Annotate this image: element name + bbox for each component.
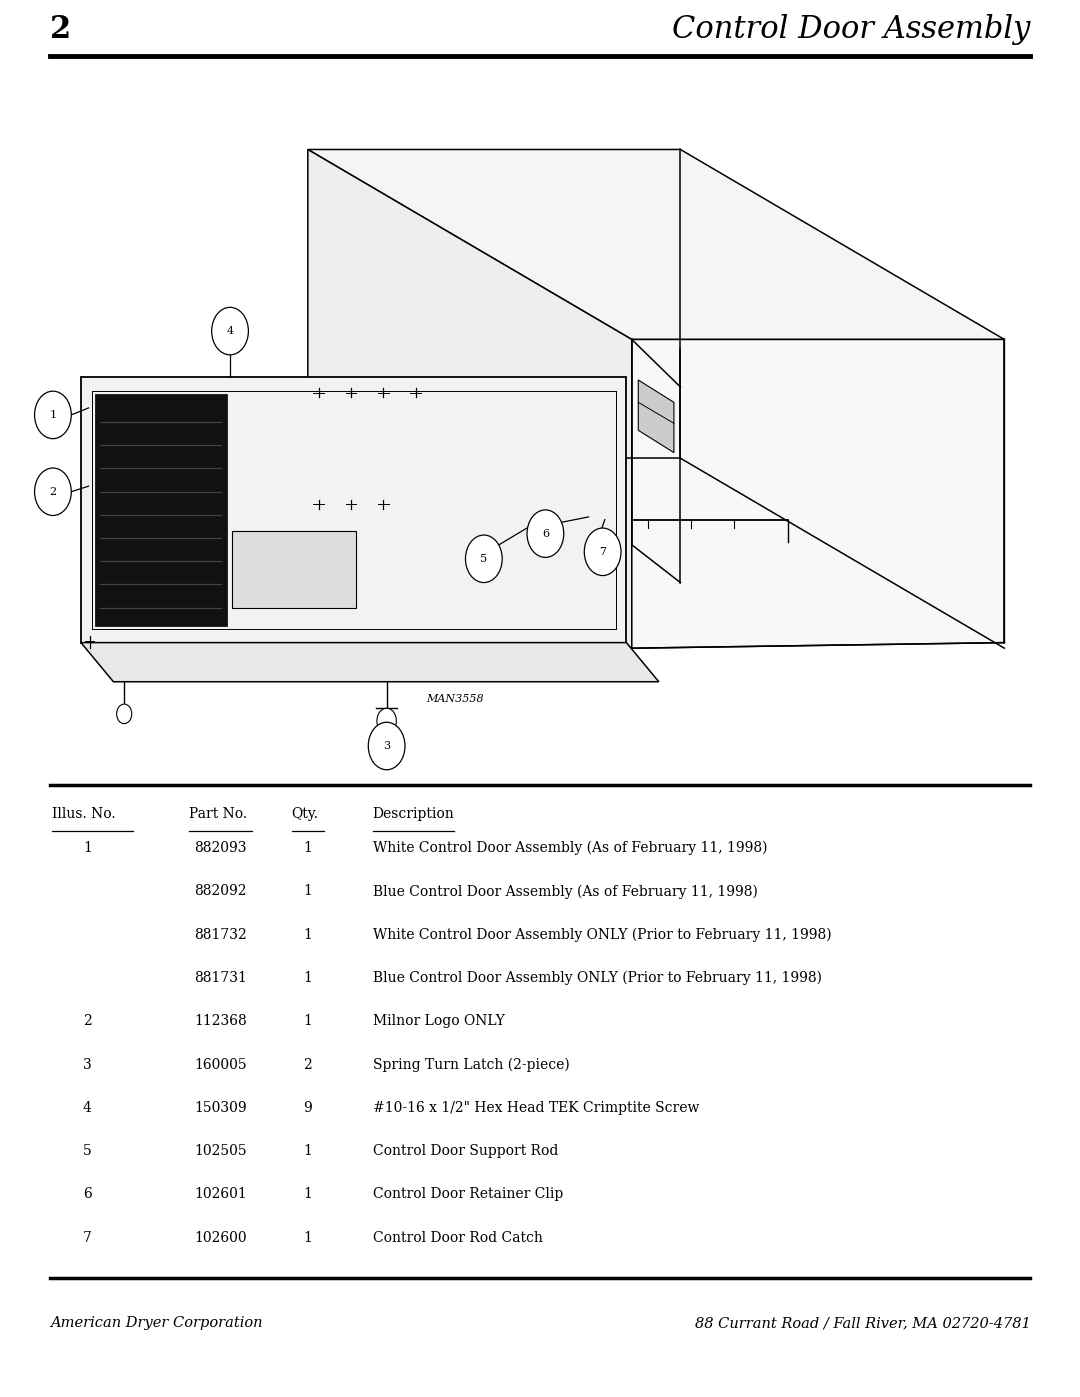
Text: 1: 1 xyxy=(303,884,312,898)
Text: 112368: 112368 xyxy=(194,1014,247,1028)
Text: 882092: 882092 xyxy=(194,884,247,898)
Polygon shape xyxy=(632,339,1004,648)
Polygon shape xyxy=(308,149,1004,339)
Text: American Dryer Corporation: American Dryer Corporation xyxy=(50,1316,262,1330)
Text: 7: 7 xyxy=(83,1231,92,1245)
Text: 4: 4 xyxy=(227,326,233,337)
Text: 6: 6 xyxy=(542,528,549,539)
Text: Description: Description xyxy=(373,807,455,821)
Text: 1: 1 xyxy=(50,409,56,420)
Circle shape xyxy=(377,708,396,733)
Text: 102600: 102600 xyxy=(194,1231,247,1245)
Text: 5: 5 xyxy=(481,553,487,564)
Text: 7: 7 xyxy=(599,546,606,557)
Text: 6: 6 xyxy=(83,1187,92,1201)
Text: 3: 3 xyxy=(83,1058,92,1071)
Text: 102601: 102601 xyxy=(194,1187,247,1201)
Polygon shape xyxy=(232,531,356,608)
Text: 5: 5 xyxy=(83,1144,92,1158)
Text: 2: 2 xyxy=(50,486,56,497)
Text: 1: 1 xyxy=(83,841,92,855)
Text: 3: 3 xyxy=(383,740,390,752)
Circle shape xyxy=(527,510,564,557)
Text: Qty.: Qty. xyxy=(292,807,319,821)
Text: 881731: 881731 xyxy=(194,971,247,985)
Text: Blue Control Door Assembly (As of February 11, 1998): Blue Control Door Assembly (As of Februa… xyxy=(373,884,757,898)
Text: 1: 1 xyxy=(303,1014,312,1028)
Text: 160005: 160005 xyxy=(194,1058,247,1071)
Text: 2: 2 xyxy=(303,1058,312,1071)
Text: 150309: 150309 xyxy=(194,1101,247,1115)
Polygon shape xyxy=(308,149,632,648)
Circle shape xyxy=(35,468,71,515)
Text: 2: 2 xyxy=(83,1014,92,1028)
Text: 1: 1 xyxy=(303,841,312,855)
Text: 881732: 881732 xyxy=(194,928,247,942)
Polygon shape xyxy=(81,643,659,682)
Circle shape xyxy=(117,704,132,724)
Polygon shape xyxy=(638,380,674,453)
Text: 4: 4 xyxy=(83,1101,92,1115)
Polygon shape xyxy=(81,377,626,643)
Text: Spring Turn Latch (2-piece): Spring Turn Latch (2-piece) xyxy=(373,1058,569,1071)
Polygon shape xyxy=(95,394,227,626)
Text: Milnor Logo ONLY: Milnor Logo ONLY xyxy=(373,1014,504,1028)
Text: White Control Door Assembly ONLY (Prior to February 11, 1998): White Control Door Assembly ONLY (Prior … xyxy=(373,928,832,942)
Text: Illus. No.: Illus. No. xyxy=(52,807,116,821)
Text: Control Door Rod Catch: Control Door Rod Catch xyxy=(373,1231,542,1245)
Text: 1: 1 xyxy=(303,928,312,942)
Text: Control Door Assembly: Control Door Assembly xyxy=(672,14,1030,45)
Text: 1: 1 xyxy=(303,1231,312,1245)
Text: Part No.: Part No. xyxy=(189,807,247,821)
Circle shape xyxy=(465,535,502,583)
Text: 1: 1 xyxy=(303,1144,312,1158)
Text: White Control Door Assembly (As of February 11, 1998): White Control Door Assembly (As of Febru… xyxy=(373,841,767,855)
Text: 2: 2 xyxy=(50,14,71,45)
Text: 882093: 882093 xyxy=(194,841,247,855)
Text: Blue Control Door Assembly ONLY (Prior to February 11, 1998): Blue Control Door Assembly ONLY (Prior t… xyxy=(373,971,822,985)
Text: Control Door Support Rod: Control Door Support Rod xyxy=(373,1144,558,1158)
Circle shape xyxy=(584,528,621,576)
Text: #10-16 x 1/2" Hex Head TEK Crimptite Screw: #10-16 x 1/2" Hex Head TEK Crimptite Scr… xyxy=(373,1101,699,1115)
Text: 9: 9 xyxy=(303,1101,312,1115)
Circle shape xyxy=(212,307,248,355)
Circle shape xyxy=(35,391,71,439)
Text: Control Door Retainer Clip: Control Door Retainer Clip xyxy=(373,1187,563,1201)
Text: 1: 1 xyxy=(303,971,312,985)
Circle shape xyxy=(368,722,405,770)
Text: MAN3558: MAN3558 xyxy=(427,693,484,704)
Text: 1: 1 xyxy=(303,1187,312,1201)
Text: 102505: 102505 xyxy=(194,1144,247,1158)
Text: 88 Currant Road / Fall River, MA 02720-4781: 88 Currant Road / Fall River, MA 02720-4… xyxy=(694,1316,1030,1330)
